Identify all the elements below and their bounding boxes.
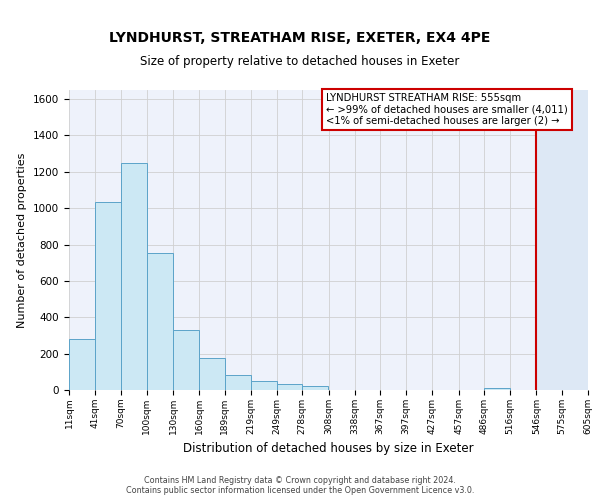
Bar: [277, 384, 302, 390]
Bar: [173, 330, 199, 390]
Bar: [199, 358, 224, 390]
Y-axis label: Number of detached properties: Number of detached properties: [17, 152, 28, 328]
Text: Size of property relative to detached houses in Exeter: Size of property relative to detached ho…: [140, 54, 460, 68]
Bar: [484, 388, 510, 390]
Bar: [69, 339, 95, 390]
X-axis label: Distribution of detached houses by size in Exeter: Distribution of detached houses by size …: [183, 442, 474, 456]
Bar: [251, 381, 277, 390]
Bar: [536, 90, 588, 390]
Text: Contains HM Land Registry data © Crown copyright and database right 2024.
Contai: Contains HM Land Registry data © Crown c…: [126, 476, 474, 495]
Bar: [147, 252, 173, 390]
Text: LYNDHURST STREATHAM RISE: 555sqm
← >99% of detached houses are smaller (4,011)
<: LYNDHURST STREATHAM RISE: 555sqm ← >99% …: [326, 93, 568, 126]
Bar: [224, 374, 251, 390]
Bar: [121, 162, 147, 390]
Text: LYNDHURST, STREATHAM RISE, EXETER, EX4 4PE: LYNDHURST, STREATHAM RISE, EXETER, EX4 4…: [109, 31, 491, 45]
Bar: [302, 386, 329, 390]
Bar: [95, 202, 121, 390]
